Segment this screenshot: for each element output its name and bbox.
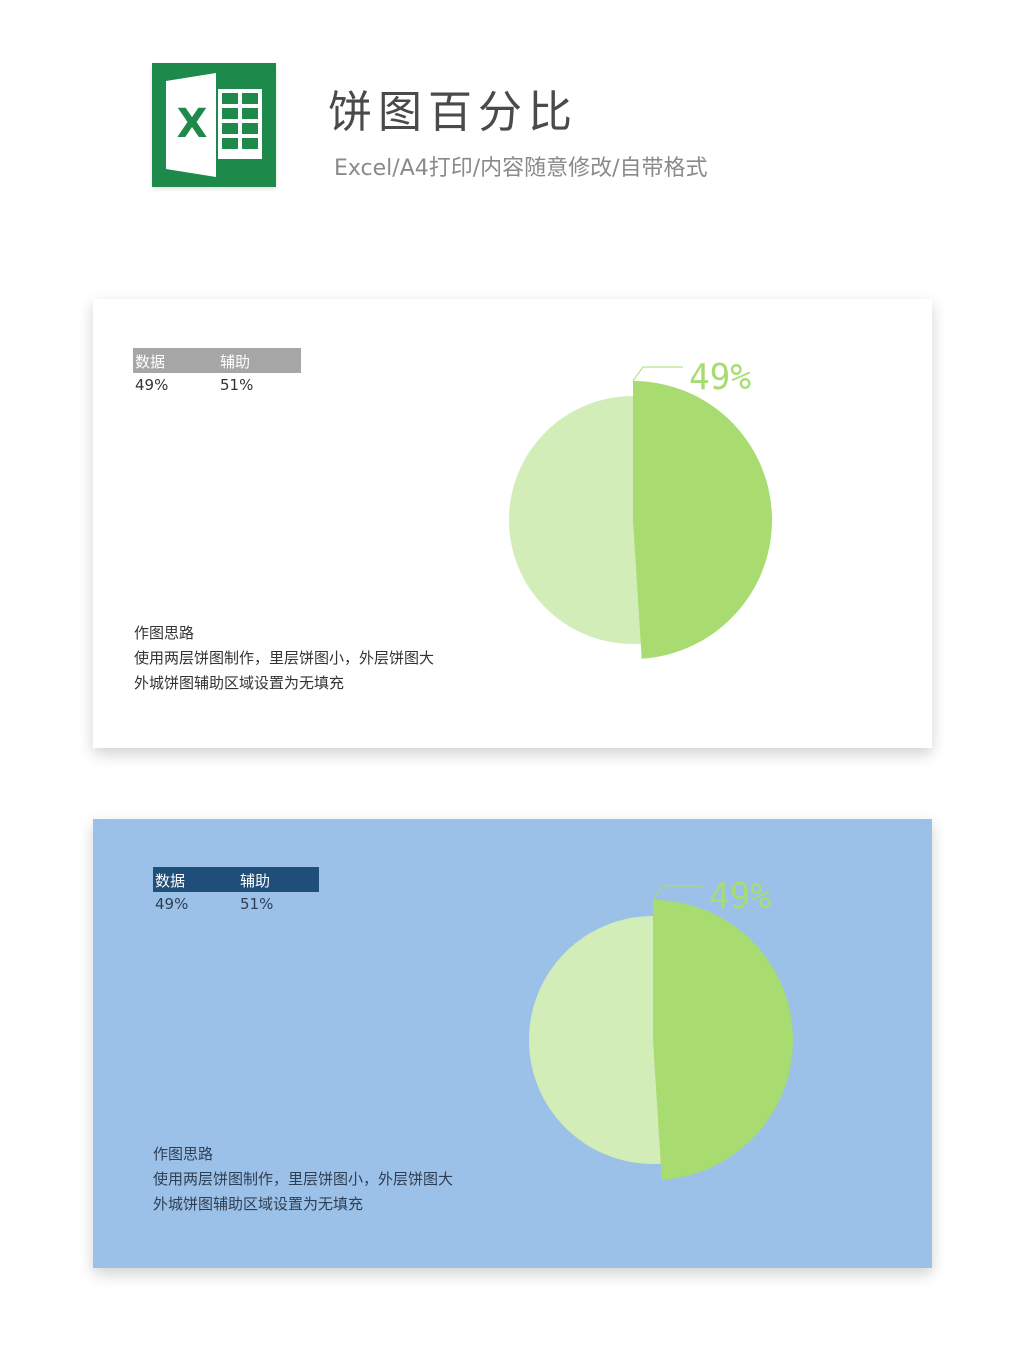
table-header-data: 数据	[135, 353, 166, 371]
excel-logo: X	[152, 63, 276, 187]
pie-slice-data[interactable]	[633, 381, 772, 659]
chart-panel-blue: 数据 辅助 49% 51% 49% 作图思路 使用两层饼图制作，里层饼图小，外层…	[93, 819, 932, 1268]
data-table: 数据 辅助 49% 51%	[133, 348, 301, 398]
page-title: 饼图百分比	[328, 87, 578, 138]
table-cell-helper[interactable]: 51%	[240, 895, 274, 913]
design-notes: 作图思路 使用两层饼图制作，里层饼图小，外层饼图大 外城饼图辅助区域设置为无填充	[134, 621, 434, 696]
table-header-data: 数据	[155, 872, 186, 890]
design-notes: 作图思路 使用两层饼图制作，里层饼图小，外层饼图大 外城饼图辅助区域设置为无填充	[153, 1142, 453, 1217]
table-row: 49% 51%	[133, 373, 301, 398]
pie-slice-data[interactable]	[653, 900, 793, 1180]
table-header-helper: 辅助	[240, 872, 271, 890]
table-cell-data[interactable]: 49%	[135, 376, 169, 394]
notes-line-2: 外城饼图辅助区域设置为无填充	[153, 1195, 364, 1213]
pie-chart[interactable]: 49%	[93, 819, 932, 1268]
chart-panel-white: 数据 辅助 49% 51% 49% 作图思路 使用两层饼图制作，里层饼图小，外层…	[93, 299, 932, 748]
table-header-helper: 辅助	[220, 353, 251, 371]
pie-chart[interactable]: 49%	[93, 299, 932, 748]
table-row: 49% 51%	[153, 892, 319, 917]
data-label: 49%	[709, 876, 771, 917]
logo-letter: X	[177, 101, 208, 147]
notes-heading: 作图思路	[134, 624, 195, 642]
notes-line-2: 外城饼图辅助区域设置为无填充	[134, 674, 345, 692]
notes-line-1: 使用两层饼图制作，里层饼图小，外层饼图大	[134, 649, 435, 667]
excel-logo-icon: X	[166, 73, 262, 177]
page-subtitle: Excel/A4打印/内容随意修改/自带格式	[334, 156, 708, 181]
data-table: 数据 辅助 49% 51%	[153, 867, 319, 917]
notes-line-1: 使用两层饼图制作，里层饼图小，外层饼图大	[153, 1170, 454, 1188]
table-header-row: 数据 辅助	[133, 348, 301, 373]
table-cell-helper[interactable]: 51%	[220, 376, 254, 394]
table-cell-data[interactable]: 49%	[155, 895, 189, 913]
notes-heading: 作图思路	[153, 1145, 214, 1163]
data-label-leader-line	[652, 885, 703, 901]
data-label-leader-line	[632, 366, 683, 382]
data-label: 49%	[689, 357, 751, 398]
table-header-row: 数据 辅助	[153, 867, 319, 892]
